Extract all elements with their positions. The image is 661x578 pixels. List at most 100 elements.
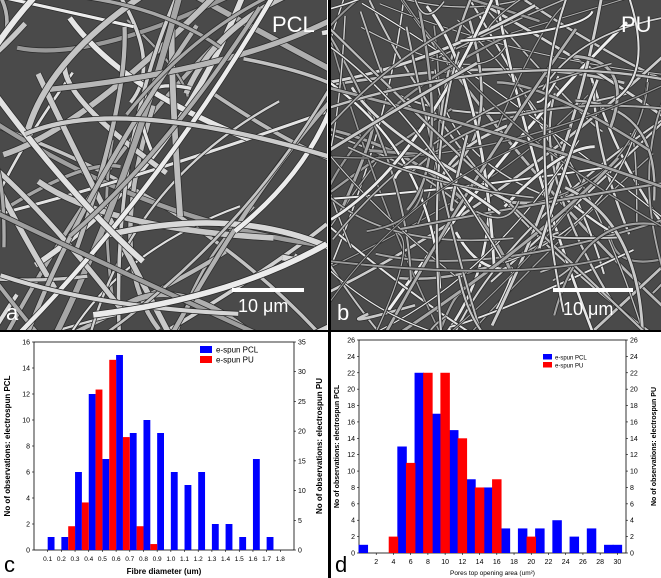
scale-bar-label: 10 μm <box>238 296 289 316</box>
bar-pcl <box>431 413 442 553</box>
fibre <box>376 232 405 330</box>
bar-pcl <box>47 537 55 550</box>
fibre <box>0 212 255 330</box>
y-tick-label-right: 12 <box>630 452 638 459</box>
x-tick-label: 1.3 <box>207 556 216 563</box>
fibre <box>71 205 241 330</box>
fibre <box>551 231 622 240</box>
fibre <box>447 194 491 330</box>
fibre <box>452 190 586 330</box>
fibre <box>431 0 566 62</box>
fibre <box>405 26 482 330</box>
fibre <box>0 170 6 248</box>
legend-swatch <box>200 346 212 353</box>
fibre <box>331 0 345 41</box>
fibre <box>67 16 249 141</box>
legend-swatch <box>200 356 212 363</box>
scale-bar <box>553 288 633 292</box>
chart-d-svg: 2 4 6 8 10 12 14 16 18 20 22 24 26 28 3002468101214161… <box>334 338 658 578</box>
y-tick-label-right: 24 <box>630 354 638 361</box>
bar-pcl <box>266 537 274 550</box>
x-tick-label: 26 <box>579 559 587 566</box>
y-tick-label-left: 24 <box>347 354 355 361</box>
fibre <box>331 33 512 186</box>
fibre <box>331 87 661 188</box>
bar-pu <box>474 487 485 553</box>
bar-pu <box>440 372 450 553</box>
y-tick-label-left: 8 <box>26 444 30 451</box>
fibre <box>331 161 377 228</box>
fibre <box>359 11 383 73</box>
fibre <box>0 274 88 282</box>
bar-pcl <box>61 537 69 550</box>
fibre <box>457 275 482 330</box>
chart-c-svg: 0.1 0.2 0.3 0.4 0.5 0.6 0.7 0.8 0.9 1.0 1.1 1.2 1.3 1… <box>3 340 324 577</box>
fibre <box>347 146 534 199</box>
x-tick-label: 1.1 <box>180 556 189 563</box>
bar-pcl <box>604 544 614 553</box>
fibre <box>569 54 619 128</box>
y-tick-label-left: 0 <box>26 548 30 555</box>
x-tick-label: 2 <box>374 559 378 566</box>
panel-letter: b <box>337 300 350 325</box>
y-tick-label-right: 5 <box>298 518 302 525</box>
x-tick-label: 1.2 <box>194 556 203 563</box>
bar-pcl <box>535 528 545 553</box>
x-axis-label: Fibre diameter (um) <box>127 567 202 576</box>
bar-pcl <box>449 430 459 553</box>
fibre <box>331 56 661 293</box>
fibre <box>108 90 327 330</box>
legend-label: e-spun PCL <box>216 346 259 355</box>
y-tick-label-left: 26 <box>347 338 355 345</box>
fibre <box>0 273 239 316</box>
fibre <box>125 0 266 116</box>
y-tick-label-left: 12 <box>22 392 30 399</box>
y-tick-label-right: 35 <box>298 340 306 347</box>
fibre <box>385 28 578 330</box>
fibre <box>648 104 661 267</box>
fibre <box>107 220 327 250</box>
fibre <box>90 0 222 49</box>
fibre <box>331 0 360 10</box>
fibre <box>615 0 640 101</box>
bar-pu <box>109 359 117 550</box>
bar-pcl <box>239 537 247 550</box>
fibre <box>54 0 182 330</box>
y-tick-label-left: 16 <box>22 340 30 347</box>
fibre <box>487 0 521 29</box>
fibre <box>425 5 496 266</box>
bar-pcl <box>517 528 528 553</box>
y-tick-label-left: 8 <box>351 485 355 492</box>
bar-pcl <box>586 528 597 553</box>
y-tick-label-right: 0 <box>298 548 302 555</box>
fibre <box>331 128 512 270</box>
bar-pcl <box>211 524 219 550</box>
x-tick-label: 1.7 <box>262 556 271 563</box>
panel-letter: d <box>335 552 348 577</box>
y-tick-label-right: 20 <box>630 387 638 394</box>
y-tick-label-left: 6 <box>26 470 30 477</box>
bar-pcl <box>397 446 407 553</box>
fibre <box>332 62 612 240</box>
x-axis-label: Pores top opening area (um²) <box>450 570 535 577</box>
bar-pcl <box>143 420 151 550</box>
y-tick-label-right: 8 <box>630 485 634 492</box>
y-tick-label-right: 18 <box>630 403 638 410</box>
bar-pcl <box>414 372 425 553</box>
legend-label: e-spun PU <box>216 356 254 365</box>
y-tick-label-right: 14 <box>630 436 638 443</box>
fibre <box>455 119 661 330</box>
fibre <box>331 35 412 281</box>
x-tick-label: 30 <box>613 559 621 566</box>
bar-pu <box>122 437 130 550</box>
y-tick-label-left: 20 <box>347 387 355 394</box>
y-tick-label-right: 26 <box>630 338 638 345</box>
fibre <box>0 293 19 325</box>
fibre <box>24 116 327 159</box>
y-tick-label-right: 10 <box>630 469 638 476</box>
y-tick-label-left: 6 <box>351 501 355 508</box>
bar-pcl <box>569 536 580 553</box>
bar-pcl <box>466 479 476 553</box>
x-tick-label: 1.0 <box>166 556 175 563</box>
fibre <box>414 0 445 15</box>
